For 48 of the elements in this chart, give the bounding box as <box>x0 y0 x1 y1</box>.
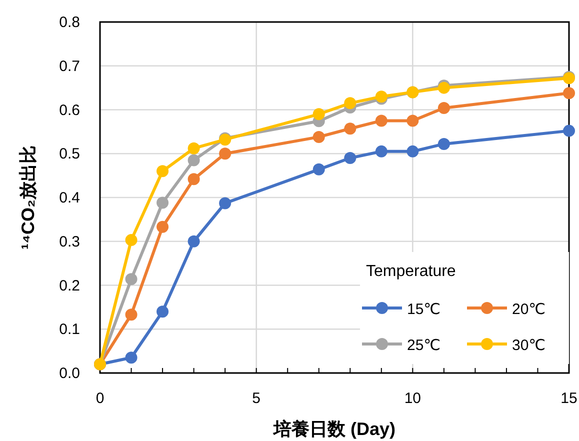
y-tick-label: 0.6 <box>59 102 80 119</box>
point <box>188 154 200 166</box>
point <box>344 97 356 110</box>
point <box>156 165 169 178</box>
point <box>406 114 419 127</box>
point <box>188 235 200 248</box>
y-tick-label: 0.8 <box>59 14 80 31</box>
point <box>375 145 388 158</box>
y-tick-label: 0.1 <box>59 321 80 338</box>
legend-label: 15℃ <box>407 301 441 318</box>
point <box>312 108 325 120</box>
point <box>188 173 200 186</box>
y-tick-label: 0.4 <box>59 190 80 206</box>
legend-title: Temperature <box>366 263 456 280</box>
x-tick-label: 5 <box>252 390 261 407</box>
point <box>563 124 575 137</box>
point <box>438 102 450 114</box>
point <box>188 142 200 154</box>
point <box>219 197 232 210</box>
y-tick-label: 0.0 <box>59 365 80 382</box>
point <box>156 196 169 209</box>
y-tick-label: 0.3 <box>59 233 80 250</box>
x-tick-label: 15 <box>560 390 578 407</box>
x-tick-label: 0 <box>96 390 104 407</box>
y-axis-title: ¹⁴CO₂放出比 <box>18 146 38 250</box>
point <box>125 273 138 286</box>
point <box>438 138 450 150</box>
point <box>219 148 232 160</box>
x-tick-label: 10 <box>404 390 422 407</box>
legend-label: 30℃ <box>512 337 546 354</box>
point <box>344 152 356 164</box>
point <box>563 87 575 100</box>
point <box>125 308 138 321</box>
point <box>312 130 325 143</box>
point <box>344 122 356 135</box>
point <box>312 163 325 176</box>
point <box>156 220 169 233</box>
point <box>156 306 169 318</box>
point <box>125 234 138 246</box>
point <box>375 114 388 127</box>
y-tick-label: 0.7 <box>59 58 80 75</box>
point <box>125 352 138 364</box>
legend-label: 20℃ <box>512 301 546 318</box>
legend-label: 25℃ <box>407 337 441 354</box>
y-tick-label: 0.2 <box>59 277 80 294</box>
x-axis-title: 培養日数 (Day) <box>272 419 396 439</box>
point <box>406 145 419 158</box>
y-tick-label: 0.5 <box>59 146 80 163</box>
